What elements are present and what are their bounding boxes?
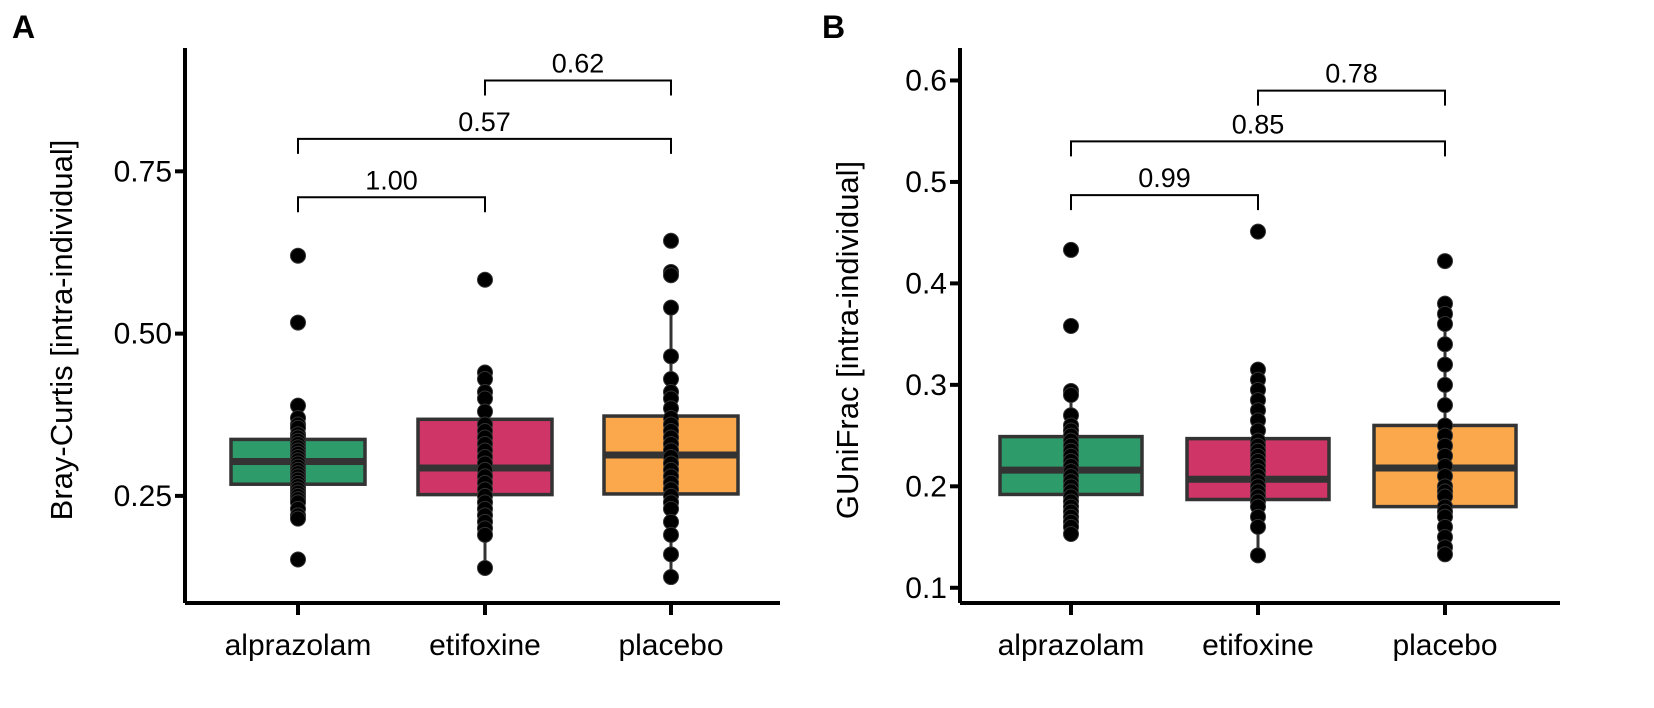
panel-b-comparison-bracket	[1070, 194, 1259, 211]
panel-a-point-etifoxine	[477, 526, 493, 543]
panel-a-point-placebo	[663, 348, 679, 365]
panel-b-x-tick-label-etifoxine: etifoxine	[1202, 629, 1314, 662]
panel-a-point-etifoxine	[477, 271, 493, 288]
panel-b-point-placebo	[1437, 376, 1453, 393]
panel-b-y-tick-label: 0.4	[905, 267, 947, 300]
panel-b-point-etifoxine	[1250, 223, 1266, 240]
panel-a-point-placebo	[663, 267, 679, 284]
panel-a-y-tick-label: 0.75	[114, 155, 172, 188]
panel-a-p-value-label: 0.62	[552, 48, 605, 78]
panel-b-y-tick-label: 0.2	[905, 470, 947, 503]
panel-b-x-tick-label-alprazolam: alprazolam	[998, 629, 1145, 662]
panel-letter-a: A	[12, 9, 35, 45]
panel-a-point-alprazolam	[290, 510, 306, 527]
panel-b-comparison-bracket	[1070, 140, 1446, 157]
panel-b: B GUniFrac [intra-individual] 0.10.20.30…	[822, 9, 1560, 662]
panel-b-y-tick-label: 0.6	[905, 64, 947, 97]
panel-b-point-placebo	[1437, 315, 1453, 332]
panel-b-point-alprazolam	[1063, 318, 1079, 335]
panel-b-y-tick-label: 0.3	[905, 369, 947, 402]
panel-b-plot-area: 0.1 0.2 0.3 0.4 0.5 0.6 alprazolam etifoxine pla…	[905, 48, 1560, 662]
panel-b-y-tick-label: 0.5	[905, 166, 947, 199]
panel-a-y-tick-label: 0.25	[114, 480, 172, 513]
panel-a: A Bray-Curtis [intra-individual] 0.25 0.5…	[12, 9, 780, 662]
panel-b-point-placebo	[1437, 336, 1453, 353]
panel-a-point-placebo	[663, 546, 679, 563]
panel-b-y-tick-label: 0.1	[905, 572, 947, 605]
panel-a-x-tick-label-alprazolam: alprazolam	[225, 629, 372, 662]
panel-b-point-etifoxine	[1250, 547, 1266, 564]
panel-a-comparison-bracket	[297, 196, 486, 213]
panel-a-y-axis-title: Bray-Curtis [intra-individual]	[44, 140, 79, 521]
panel-a-plot-area: 0.25 0.50 0.75 alprazolam etifoxine placebo 0.…	[114, 48, 780, 662]
panel-b-comparison-bracket	[1257, 89, 1446, 106]
panel-b-point-alprazolam	[1063, 387, 1079, 404]
panel-a-point-alprazolam	[290, 551, 306, 568]
panel-a-y-tick-label: 0.50	[114, 318, 172, 351]
panel-b-point-placebo	[1437, 356, 1453, 373]
panel-b-point-placebo	[1437, 397, 1453, 414]
panel-a-p-value-label: 1.00	[365, 165, 418, 195]
panel-a-x-tick-label-etifoxine: etifoxine	[429, 629, 541, 662]
panel-a-point-placebo	[663, 569, 679, 586]
panel-b-y-axis-title: GUniFrac [intra-individual]	[830, 161, 865, 519]
panel-b-point-placebo	[1437, 253, 1453, 270]
panel-b-point-alprazolam	[1063, 241, 1079, 258]
panel-a-point-placebo	[663, 299, 679, 316]
panel-a-point-placebo	[663, 526, 679, 543]
panel-a-point-alprazolam	[290, 247, 306, 264]
panel-a-comparison-bracket	[484, 79, 672, 96]
panel-b-point-placebo	[1437, 546, 1453, 563]
panel-a-x-tick-label-placebo: placebo	[618, 629, 723, 662]
panel-b-point-alprazolam	[1063, 526, 1079, 543]
panel-a-point-alprazolam	[290, 314, 306, 331]
panel-b-p-value-label: 0.99	[1138, 163, 1191, 193]
panel-b-point-etifoxine	[1250, 518, 1266, 535]
panel-b-p-value-label: 0.78	[1325, 59, 1378, 89]
panel-b-x-tick-label-placebo: placebo	[1392, 629, 1497, 662]
panel-a-comparison-bracket	[297, 137, 672, 154]
panel-a-point-etifoxine	[477, 559, 493, 576]
panel-a-point-placebo	[663, 232, 679, 249]
panel-b-p-value-label: 0.85	[1232, 109, 1285, 139]
panel-a-p-value-label: 0.57	[458, 107, 511, 137]
panel-letter-b: B	[822, 9, 845, 45]
